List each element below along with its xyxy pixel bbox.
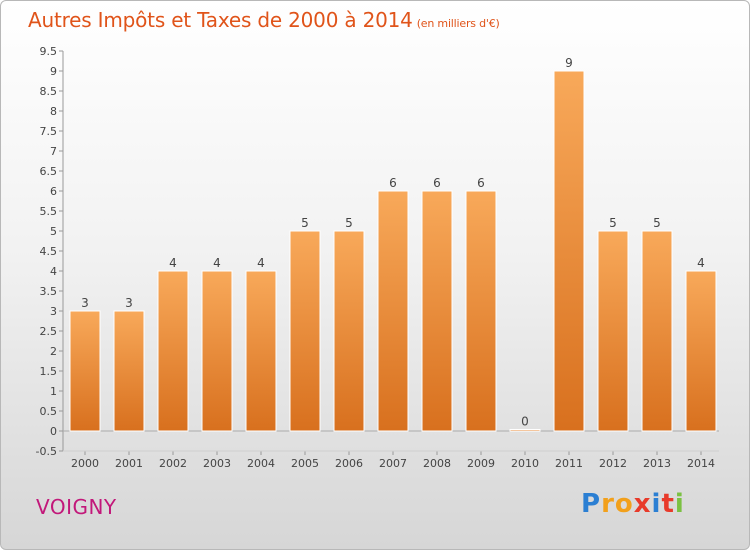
x-tick-label: 2006: [335, 457, 363, 470]
data-label: 5: [653, 216, 661, 230]
y-tick-label: 4: [50, 265, 57, 278]
data-label: 4: [697, 256, 705, 270]
bar: [377, 190, 409, 432]
bar: [201, 270, 233, 432]
chart-title: Autres Impôts et Taxes de 2000 à 2014 (en…: [28, 8, 500, 32]
y-tick-label: 1: [50, 385, 57, 398]
y-tick-label: 7.5: [40, 125, 58, 138]
logo-letter: t: [661, 489, 675, 519]
x-tick-label: 2008: [423, 457, 451, 470]
y-tick-label: -0.5: [36, 445, 57, 458]
y-tick-label: 0: [50, 425, 57, 438]
bar: [509, 429, 541, 432]
bar: [289, 230, 321, 432]
bar: [157, 270, 189, 432]
bar: [245, 270, 277, 432]
x-tick-label: 2003: [203, 457, 231, 470]
y-tick-label: 8.5: [40, 85, 58, 98]
x-tick-label: 2010: [511, 457, 539, 470]
data-label: 3: [125, 296, 133, 310]
y-tick-label: 2: [50, 345, 57, 358]
y-tick-label: 7: [50, 145, 57, 158]
data-label: 0: [521, 415, 529, 429]
title-unit: (en milliers d'€): [416, 17, 500, 30]
y-tick-label: 0.5: [40, 405, 58, 418]
data-label: 4: [169, 256, 177, 270]
x-tick-label: 2007: [379, 457, 407, 470]
data-label: 5: [609, 216, 617, 230]
x-tick-label: 2012: [599, 457, 627, 470]
x-tick-label: 2005: [291, 457, 319, 470]
logo-letter: P: [581, 489, 602, 519]
data-label: 5: [345, 216, 353, 230]
x-tick-label: 2001: [115, 457, 143, 470]
y-tick-label: 3: [50, 305, 57, 318]
y-tick-label: 6.5: [40, 165, 58, 178]
bar: [113, 310, 145, 432]
bar: [685, 270, 717, 432]
data-label: 5: [301, 216, 309, 230]
proxiti-logo: Proxiti: [581, 489, 685, 519]
data-label: 6: [433, 176, 441, 190]
bar: [421, 190, 453, 432]
y-tick-label: 9.5: [40, 45, 58, 58]
data-label: 4: [213, 256, 221, 270]
commune-name: VOIGNY: [36, 495, 117, 519]
logo-letter: i: [651, 489, 662, 519]
x-tick-label: 2013: [643, 457, 671, 470]
x-tick-label: 2009: [467, 457, 495, 470]
data-label: 3: [81, 296, 89, 310]
data-label: 4: [257, 256, 265, 270]
x-tick-label: 2000: [71, 457, 99, 470]
y-tick-label: 5: [50, 225, 57, 238]
bar: [553, 70, 585, 432]
bar: [597, 230, 629, 432]
x-tick-label: 2011: [555, 457, 583, 470]
data-label: 9: [565, 56, 573, 70]
title-text: Autres Impôts et Taxes de 2000 à 2014: [28, 8, 413, 32]
bar: [465, 190, 497, 432]
y-tick-label: 9: [50, 65, 57, 78]
y-tick-label: 8: [50, 105, 57, 118]
data-label: 6: [477, 176, 485, 190]
logo-letter: o: [614, 489, 634, 519]
logo-letter: i: [674, 489, 685, 519]
y-tick-label: 2.5: [40, 325, 58, 338]
y-tick-label: 6: [50, 185, 57, 198]
x-tick-label: 2002: [159, 457, 187, 470]
y-tick-label: 3.5: [40, 285, 58, 298]
bar: [641, 230, 673, 432]
x-tick-label: 2004: [247, 457, 275, 470]
x-tick-label: 2014: [687, 457, 715, 470]
logo-letter: r: [601, 489, 615, 519]
logo-letter: x: [633, 489, 652, 519]
y-tick-label: 4.5: [40, 245, 58, 258]
bar: [69, 310, 101, 432]
bar: [333, 230, 365, 432]
data-label: 6: [389, 176, 397, 190]
y-tick-label: 1.5: [40, 365, 58, 378]
y-tick-label: 5.5: [40, 205, 58, 218]
